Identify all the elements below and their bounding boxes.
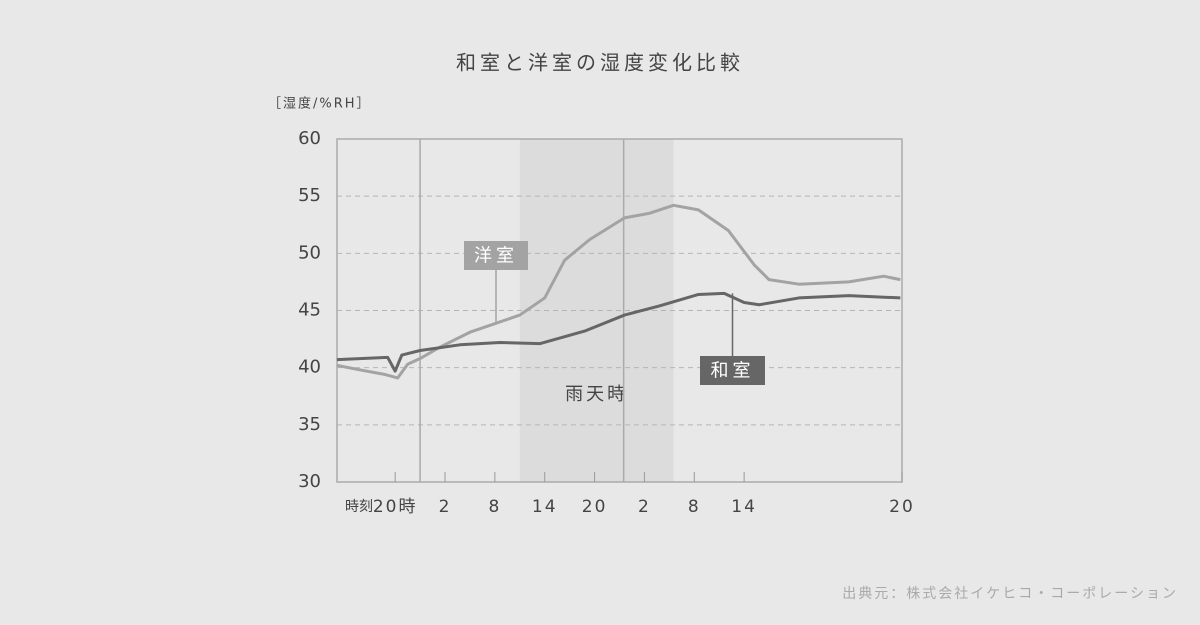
source: 出典元：株式会社イケヒコ・コーポレーション: [842, 586, 1178, 602]
y-tick-label: 50: [298, 242, 321, 263]
series-line: [336, 203, 901, 380]
rain-label: 雨天時: [565, 384, 628, 405]
x-tick-label: 20: [889, 497, 915, 517]
series-label: 和室: [711, 361, 755, 382]
x-tick-label: 14: [731, 497, 757, 517]
rain-region: [519, 139, 674, 482]
x-tick-label: 2: [638, 497, 651, 517]
y-tick-label: 45: [298, 300, 321, 321]
series-label-box: [700, 356, 765, 385]
x-tick-label: 20: [582, 497, 608, 517]
y-tick-label: 30: [298, 471, 321, 492]
x-axis-label: 時刻: [345, 499, 373, 515]
plot-frame: [336, 138, 903, 483]
y-tick-label: 40: [298, 357, 321, 378]
y-axis-label: ［湿度/%RH］: [268, 96, 372, 112]
series-line: [336, 291, 901, 373]
x-tick-label: 14: [532, 497, 558, 517]
chart-title: 和室と洋室の湿度変化比較: [456, 51, 744, 75]
x-tick-label: 2: [439, 497, 452, 517]
y-tick-label: 55: [298, 185, 321, 206]
x-tick-label: 8: [488, 497, 501, 517]
series-label: 洋室: [474, 246, 518, 267]
series-label-box: [464, 241, 528, 270]
x-tick-label: 20時: [373, 497, 418, 517]
y-tick-label: 60: [298, 128, 321, 149]
x-tick-label: 8: [688, 497, 701, 517]
y-tick-label: 35: [298, 414, 321, 435]
